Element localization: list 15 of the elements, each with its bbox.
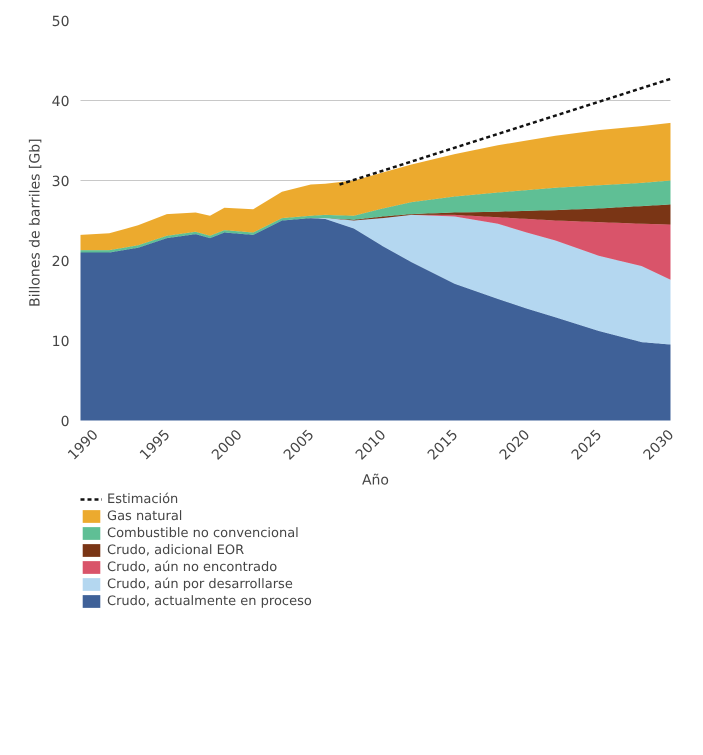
y-tick-label: 40 <box>52 94 70 110</box>
y-tick-label: 20 <box>52 254 70 270</box>
y-tick-label: 30 <box>52 174 70 190</box>
y-tick-label: 10 <box>52 334 70 350</box>
legend-label: Crudo, adicional EOR <box>107 542 244 558</box>
legend-label: Crudo, actualmente en proceso <box>107 594 312 608</box>
y-axis-title: Billones de barriles [Gb] <box>28 138 44 307</box>
legend-label: Gas natural <box>107 508 182 524</box>
legend-label: Crudo, aún no encontrado <box>107 560 278 574</box>
legend-label: Estimación <box>107 492 178 506</box>
legend-label: Crudo, aún por desarrollarse <box>107 576 293 592</box>
x-axis-title: Año <box>362 472 390 488</box>
y-tick-label: 0 <box>60 414 70 430</box>
legend-label: Combustible no convencional <box>107 526 299 540</box>
y-tick-label: 50 <box>52 14 70 30</box>
